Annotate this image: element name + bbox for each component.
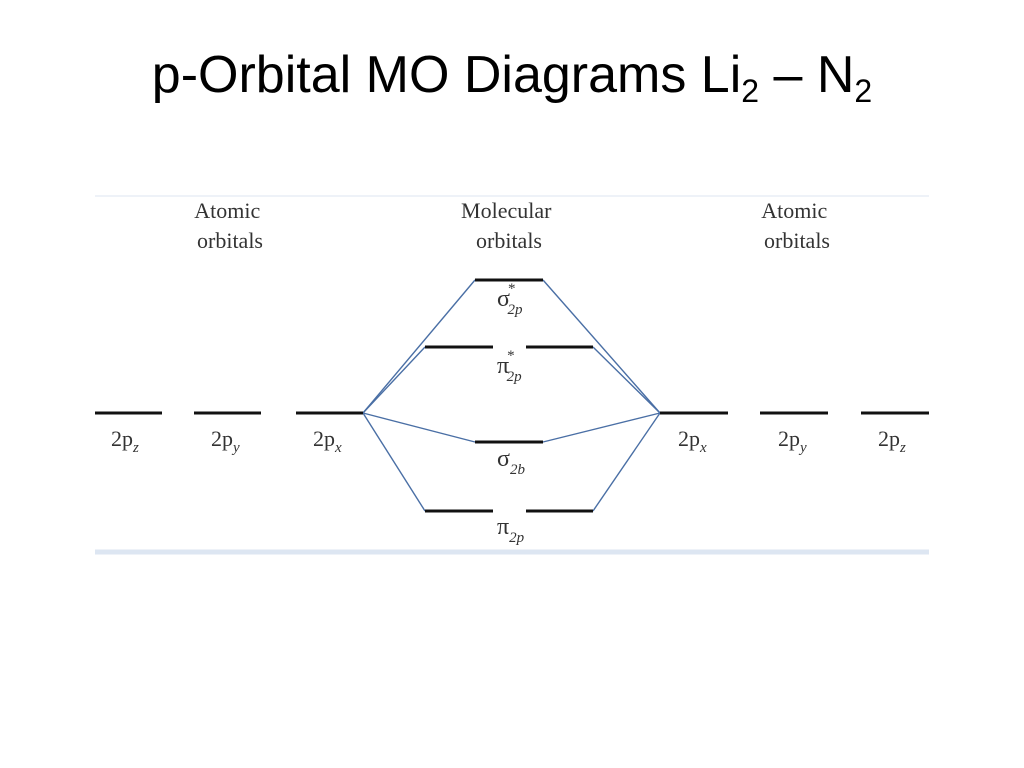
center-header-line2: orbitals [476,228,542,253]
title-subscript-n: 2 [854,73,873,109]
connector-right-sigma-star [542,279,661,414]
connector-left-pi [362,412,426,512]
connector-right-pi-star [592,346,661,414]
label-left-2px: 2px [313,426,342,456]
title-dash-n: – N [759,46,855,104]
left-header: Atomic orbitals [194,198,266,253]
center-header-line1: Molecular [461,198,552,223]
label-pi: π2p [497,514,525,546]
title-subscript-li: 2 [741,73,760,109]
title-main: p-Orbital MO Diagrams Li [151,46,742,104]
center-header: Molecular orbitals [461,198,557,253]
connector-lines [362,279,661,512]
label-left-2py: 2py [211,426,240,456]
label-pi-star: π* 2p [497,348,522,385]
connector-left-sigma-star [362,279,476,414]
label-sigma: σ2b [497,446,525,478]
left-header-line2: orbitals [197,228,263,253]
left-header-line1: Atomic [194,198,260,223]
energy-levels [95,278,929,513]
connector-right-sigma [542,412,661,443]
right-header: Atomic orbitals [761,198,833,253]
label-right-2pz: 2pz [878,426,906,456]
right-header-line2: orbitals [764,228,830,253]
connector-right-pi [592,412,661,512]
connector-left-pi-star [362,346,426,414]
slide-title: p-Orbital MO Diagrams Li2 – N2 [0,44,1024,109]
label-sigma-star: σ* 2p [497,281,523,318]
mo-diagram: Atomic orbitals Molecular orbitals Atomi… [95,195,929,555]
connector-left-sigma [362,412,476,443]
label-left-2pz: 2pz [111,426,139,456]
label-right-2px: 2px [678,426,707,456]
right-header-line1: Atomic [761,198,827,223]
label-right-2py: 2py [778,426,807,456]
